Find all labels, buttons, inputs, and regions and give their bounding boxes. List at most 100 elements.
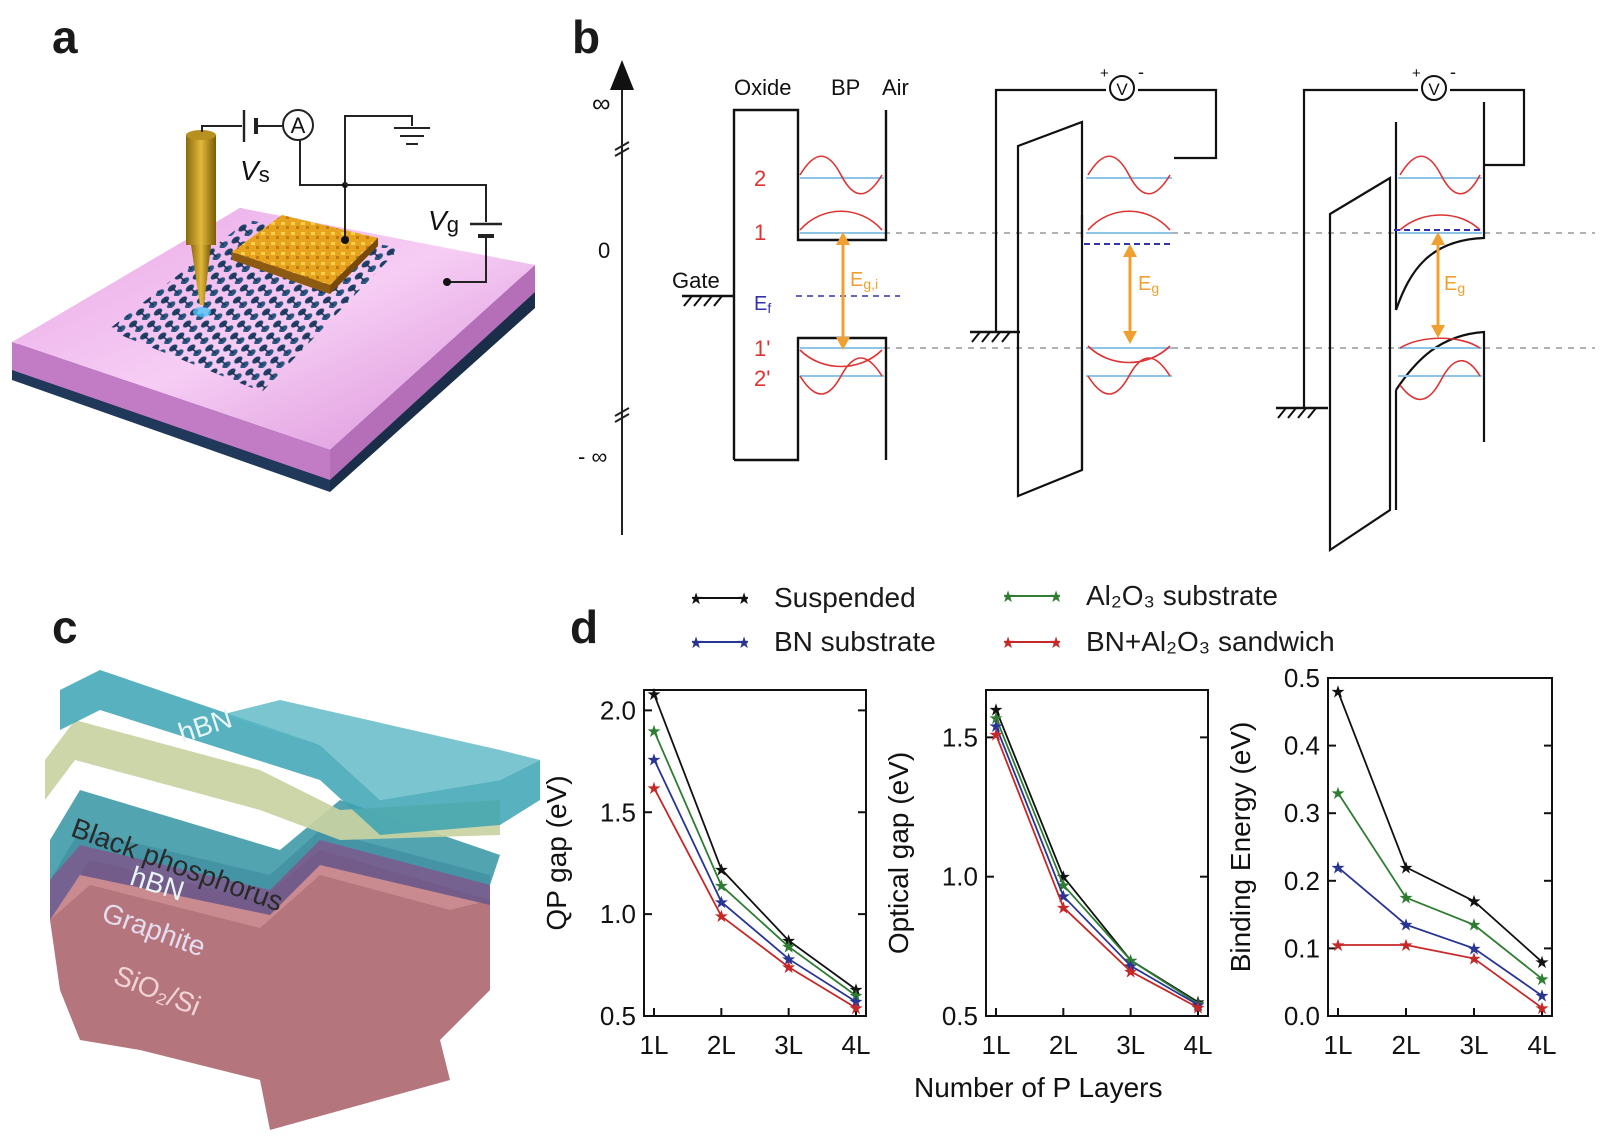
substrate-pink-right [330,265,535,480]
data-point: ★ [1398,936,1413,955]
y-tick-label: 0.1 [1284,933,1320,963]
data-point: ★ [1330,936,1345,955]
circuit-wire-source [201,125,242,132]
y-tick-label: 1.5 [942,722,978,752]
y-tick-label: 0.5 [600,1001,636,1031]
data-point: ★ [848,999,863,1018]
data-point: ★ [646,750,661,769]
legend-text-suspended: Suspended [774,582,916,613]
voltmeter-minus-2: - [1450,62,1456,82]
y-tick-label: 0.4 [1284,731,1320,761]
y-tick-label: 0.0 [1284,1001,1320,1031]
chart-3: 0.0 0.1 0.2 0.3 0.4 0.5 1L 2L 3L 4L Binding Energy… [1225,663,1556,1060]
data-point: ★ [1534,999,1549,1018]
axis-break-bottom-1 [614,407,630,417]
legend-item-suspended: ★ ★ Suspended [692,582,916,614]
data-point: ★ [646,685,661,704]
data-point: ★ [848,987,863,1006]
label-oxide: Oxide [734,75,791,100]
x-tick-label: 2L [707,1030,736,1060]
stm-tip-body [186,135,216,245]
gold-contact-side-right [330,238,378,294]
axis-break-top-1 [614,141,630,151]
series-line-2 [995,717,1199,1005]
substrate-pink-side [12,342,330,480]
data-point: ★ [646,722,661,741]
x-tick-label: 3L [1116,1030,1145,1060]
legend-marker-al2o3: ★ ★ [1004,589,1060,604]
label-bp: BP [831,75,860,100]
data-point: ★ [1056,898,1071,917]
x-tick-label: 3L [1460,1030,1489,1060]
y-tick-label: 0.5 [942,1001,978,1031]
data-point: ★ [1398,858,1413,877]
legend-text-bn: BN substrate [774,626,936,657]
x-tick-label: 1L [982,1030,1011,1060]
voltmeter-label-1: V [1116,80,1128,99]
panel-a-device-illustration: A Vs Vg [12,109,535,492]
data-point: ★ [1123,957,1138,976]
data-point: ★ [848,993,863,1012]
axis-inf-top: ∞ [592,88,611,118]
panel-b-band-diagrams: ∞ 0 - ∞ Oxide BP Air Gate 2 1 1' 2' Ef E… [578,60,1595,553]
x-tick-label: 4L [1528,1030,1557,1060]
y-tick-label: 2.0 [600,695,636,725]
label-level-1: 1 [754,220,766,245]
legend-item-bn: ★ ★ BN substrate [692,626,936,658]
data-point: ★ [1534,953,1549,972]
y-tick-label: 1.5 [600,797,636,827]
x-tick-label: 1L [640,1030,669,1060]
data-point: ★ [1466,950,1481,969]
data-point: ★ [1466,916,1481,935]
energy-axis-arrow [610,60,634,90]
stm-tip-top [186,130,216,140]
data-point: ★ [1056,868,1071,887]
data-point: ★ [1330,683,1345,702]
data-point: ★ [1534,987,1549,1006]
backgate-node [443,278,451,286]
data-point: ★ [1056,876,1071,895]
svg-text:★: ★ [1049,635,1060,650]
ammeter-symbol [282,109,314,141]
contact-node [341,236,349,244]
series-line-3 [995,725,1199,1006]
legend-text-sandwich: BN+Al₂O₃ sandwich [1086,626,1335,657]
chart-frame [1327,677,1553,1017]
label-gate: Gate [672,268,720,293]
legend-marker-suspended: ★ ★ [692,591,748,606]
data-point: ★ [1190,996,1205,1015]
data-point: ★ [1056,887,1071,906]
data-point: ★ [1330,858,1345,877]
x-tick-label: 2L [1049,1030,1078,1060]
data-point: ★ [1398,916,1413,935]
chart-frame [985,689,1209,1017]
voltmeter-plus-1: + [1100,65,1109,82]
voltmeter-minus-1: - [1138,62,1144,82]
label-level-2: 2 [754,166,766,191]
svg-text:★: ★ [692,635,703,650]
axis-inf-bottom: - ∞ [578,444,607,469]
x-tick-label: 3L [774,1030,803,1060]
y-axis-label: Binding Energy (eV) [1225,722,1256,973]
data-point: ★ [1190,999,1205,1018]
series-line-2 [653,730,857,997]
y-tick-label: 0.2 [1284,866,1320,896]
layer-sio2-si [50,850,490,1130]
panel-label-c: c [52,601,78,653]
x-tick-label: 2L [1392,1030,1421,1060]
band-diagram-bias-2 [1276,75,1526,553]
stm-tip-point [191,245,211,305]
panel-label-b: b [572,11,601,63]
series-line-4 [995,734,1199,1009]
axis-break-bottom-2 [614,413,630,423]
data-point: ★ [848,981,863,1000]
layer-hbn-bottom [50,790,500,890]
svg-text:★: ★ [737,635,748,650]
legend-item-al2o3: ★ ★ Al₂O₃ substrate [1004,580,1278,612]
x-tick-label: 4L [842,1030,871,1060]
svg-text:★: ★ [737,591,748,606]
data-point: ★ [781,938,796,957]
x-axis-label: Number of P Layers [914,1072,1163,1103]
axis-zero: 0 [598,238,610,263]
